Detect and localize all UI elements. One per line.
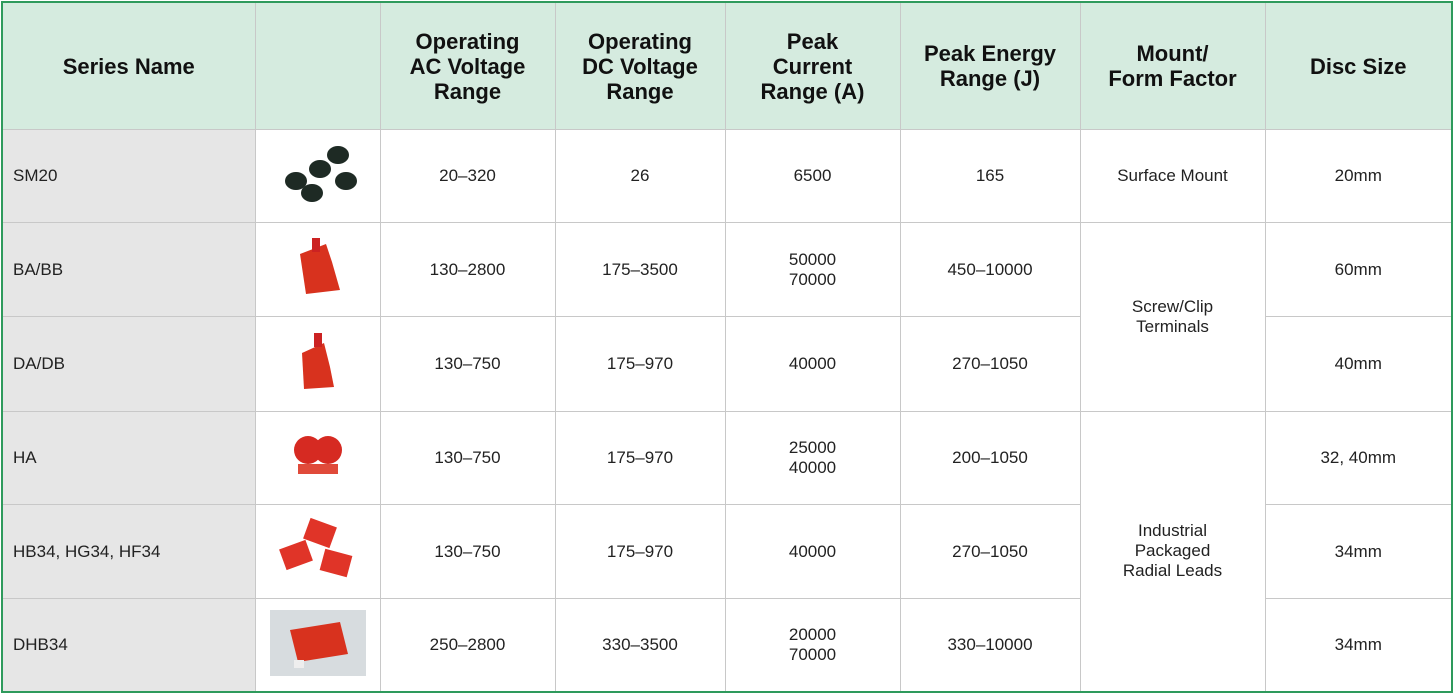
- image-cell: [255, 411, 380, 504]
- disc-size: 40mm: [1265, 317, 1452, 411]
- cell-line: Operating: [382, 29, 554, 54]
- image-cell: [255, 504, 380, 598]
- image-header: [255, 2, 380, 130]
- peak-current: 40000: [725, 504, 900, 598]
- cell-line: Current: [727, 54, 899, 79]
- cell-line: Range: [557, 79, 724, 104]
- peak-energy: 270–1050: [900, 504, 1080, 598]
- cell-line: AC Voltage: [382, 54, 554, 79]
- series-name: HA: [2, 411, 255, 504]
- image-cell: [255, 599, 380, 692]
- ac-voltage: 250–2800: [380, 599, 555, 692]
- ac-voltage: 130–750: [380, 411, 555, 504]
- cell-line: Form Factor: [1082, 66, 1264, 91]
- disc-size: 32, 40mm: [1265, 411, 1452, 504]
- ac-voltage: 130–2800: [380, 223, 555, 317]
- cell-line: Mount/: [1082, 41, 1264, 66]
- ac-voltage: 130–750: [380, 504, 555, 598]
- series-name: BA/BB: [2, 223, 255, 317]
- ac-voltage: 130–750: [380, 317, 555, 411]
- peak-energy: 270–1050: [900, 317, 1080, 411]
- product-image: [268, 514, 368, 584]
- column-header: Disc Size: [1265, 2, 1452, 130]
- cell-line: 20000: [727, 625, 899, 645]
- cell-line: Series Name: [4, 54, 254, 79]
- image-cell: [255, 223, 380, 317]
- dc-voltage: 330–3500: [555, 599, 725, 692]
- mount-form: Surface Mount: [1080, 130, 1265, 223]
- cell-line: 70000: [727, 645, 899, 665]
- peak-current: 6500: [725, 130, 900, 223]
- image-cell: [255, 317, 380, 411]
- cell-line: Range (A): [727, 79, 899, 104]
- series-name: SM20: [2, 130, 255, 223]
- cell-line: 6500: [727, 166, 899, 186]
- dc-voltage: 175–970: [555, 411, 725, 504]
- cell-line: Packaged: [1082, 541, 1264, 561]
- peak-current: 40000: [725, 317, 900, 411]
- peak-energy: 330–10000: [900, 599, 1080, 692]
- disc-size: 34mm: [1265, 599, 1452, 692]
- cell-line: Range: [382, 79, 554, 104]
- cell-line: Operating: [557, 29, 724, 54]
- cell-line: Surface Mount: [1082, 166, 1264, 186]
- peak-energy: 200–1050: [900, 411, 1080, 504]
- ac-voltage: 20–320: [380, 130, 555, 223]
- dc-voltage: 175–970: [555, 504, 725, 598]
- cell-line: 40000: [727, 542, 899, 562]
- spec-table: Series NameOperatingAC VoltageRangeOpera…: [1, 1, 1453, 693]
- cell-line: Screw/Clip: [1082, 297, 1264, 317]
- cell-line: Disc Size: [1267, 54, 1451, 79]
- cell-line: Peak Energy: [902, 41, 1079, 66]
- cell-line: DC Voltage: [557, 54, 724, 79]
- cell-line: 70000: [727, 270, 899, 290]
- cell-line: 40000: [727, 354, 899, 374]
- series-name: DHB34: [2, 599, 255, 692]
- peak-energy: 450–10000: [900, 223, 1080, 317]
- column-header: Series Name: [2, 2, 255, 130]
- cell-line: Peak: [727, 29, 899, 54]
- disc-size: 60mm: [1265, 223, 1452, 317]
- dc-voltage: 175–3500: [555, 223, 725, 317]
- series-name: HB34, HG34, HF34: [2, 504, 255, 598]
- cell-line: Industrial: [1082, 521, 1264, 541]
- peak-energy: 165: [900, 130, 1080, 223]
- cell-line: 40000: [727, 458, 899, 478]
- cell-line: Radial Leads: [1082, 561, 1264, 581]
- disc-size: 34mm: [1265, 504, 1452, 598]
- image-cell: [255, 130, 380, 223]
- product-image: [268, 420, 368, 490]
- cell-line: Range (J): [902, 66, 1079, 91]
- series-name: DA/DB: [2, 317, 255, 411]
- cell-line: Terminals: [1082, 317, 1264, 337]
- product-image: [268, 608, 368, 678]
- product-image: [268, 327, 368, 397]
- dc-voltage: 26: [555, 130, 725, 223]
- cell-line: 50000: [727, 250, 899, 270]
- product-image: [268, 139, 368, 209]
- dc-voltage: 175–970: [555, 317, 725, 411]
- cell-line: 25000: [727, 438, 899, 458]
- column-header: Mount/Form Factor: [1080, 2, 1265, 130]
- disc-size: 20mm: [1265, 130, 1452, 223]
- product-image: [268, 232, 368, 302]
- page: Series NameOperatingAC VoltageRangeOpera…: [0, 1, 1453, 695]
